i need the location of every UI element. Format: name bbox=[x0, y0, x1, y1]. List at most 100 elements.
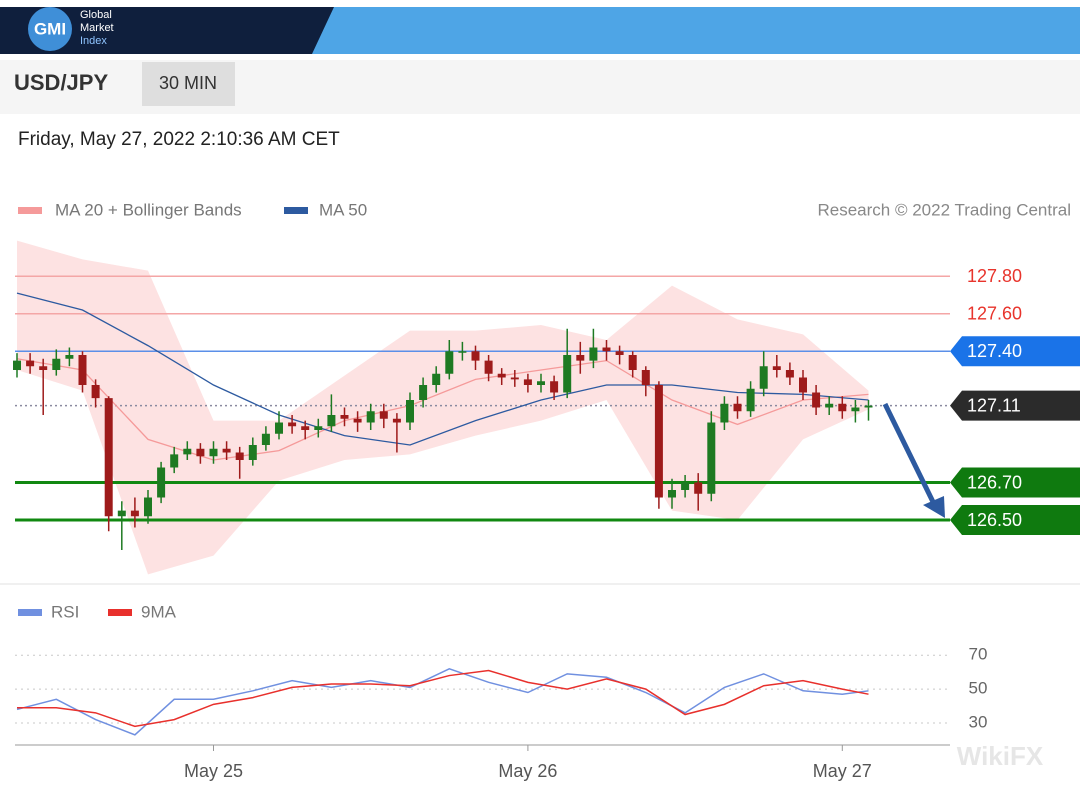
candle-body bbox=[130, 510, 139, 517]
candle-body bbox=[654, 385, 663, 498]
forecast-arrow bbox=[882, 402, 939, 510]
candle-body bbox=[628, 355, 637, 370]
candle-body bbox=[340, 415, 349, 419]
candle-body bbox=[379, 411, 388, 419]
level-label: 127.60 bbox=[967, 304, 1022, 324]
candle-body bbox=[825, 403, 834, 408]
candle-body bbox=[537, 381, 545, 385]
candle-body bbox=[550, 381, 559, 393]
candle-body bbox=[26, 360, 35, 367]
candle-body bbox=[392, 418, 401, 423]
candle-body bbox=[484, 360, 493, 374]
level-tag bbox=[950, 505, 1080, 535]
candle-body bbox=[261, 433, 270, 445]
candle-body bbox=[523, 379, 532, 385]
candle-body bbox=[799, 377, 807, 393]
legend-label: RSI bbox=[51, 602, 79, 621]
candle-body bbox=[864, 405, 873, 408]
legend-swatch bbox=[284, 207, 308, 214]
candle-body bbox=[353, 418, 362, 423]
candle-body bbox=[733, 403, 742, 412]
price-panel: 127.80 127.60 127.40 127.11 126.70 126.50 RSI 9… bbox=[13, 240, 1080, 781]
candle-body bbox=[39, 366, 48, 370]
candle-body bbox=[812, 392, 821, 408]
candle-body bbox=[681, 482, 690, 490]
brand-line: Market bbox=[80, 22, 114, 34]
interval-box[interactable] bbox=[142, 62, 235, 106]
candle-body bbox=[602, 347, 611, 352]
timestamp: Friday, May 27, 2022 2:10:36 AM CET bbox=[18, 129, 340, 150]
candle-body bbox=[366, 411, 375, 423]
candle-body bbox=[327, 415, 336, 427]
candle-body bbox=[838, 403, 847, 412]
candle-body bbox=[13, 360, 21, 370]
candle-body bbox=[772, 366, 781, 370]
candle-body bbox=[196, 448, 205, 457]
candle-body bbox=[589, 347, 598, 361]
candle-body bbox=[785, 370, 794, 378]
level-tag bbox=[950, 390, 1080, 421]
candle-body bbox=[563, 355, 572, 393]
bollinger-band bbox=[17, 240, 869, 575]
candle-body bbox=[275, 422, 283, 434]
candle-body bbox=[497, 373, 506, 378]
candle-body bbox=[746, 388, 755, 412]
candle-body bbox=[170, 454, 179, 468]
rsi-line bbox=[17, 669, 869, 728]
candle-body bbox=[183, 448, 192, 455]
watermark: WikiFX bbox=[957, 741, 1044, 771]
legend-swatch bbox=[108, 609, 132, 616]
legend-swatch bbox=[18, 207, 42, 214]
x-tick-label: May 25 bbox=[184, 761, 243, 781]
x-tick-label: May 26 bbox=[498, 761, 557, 781]
candle-body bbox=[222, 448, 231, 453]
candle-body bbox=[65, 355, 74, 359]
legend-label: MA 20 + Bollinger Bands bbox=[55, 200, 242, 219]
legend-label: MA 50 bbox=[319, 200, 367, 219]
candle-body bbox=[91, 385, 100, 399]
candle-body bbox=[759, 366, 768, 389]
candle-body bbox=[668, 490, 676, 498]
candle-body bbox=[419, 385, 428, 400]
candle-body bbox=[445, 351, 454, 374]
y-tick-label: 70 bbox=[969, 645, 988, 664]
candle-body bbox=[851, 407, 860, 412]
ma50-line bbox=[16, 292, 869, 446]
candle-body bbox=[641, 370, 650, 385]
level-label: 127.80 bbox=[967, 266, 1022, 286]
candle-body bbox=[248, 445, 257, 460]
candle-body bbox=[78, 355, 87, 385]
logo-circle bbox=[28, 7, 72, 51]
candle-body bbox=[458, 351, 467, 353]
candle-body bbox=[301, 426, 310, 430]
legend-swatch bbox=[18, 609, 42, 616]
logo-text: GMI bbox=[34, 19, 66, 38]
candle-body bbox=[694, 482, 703, 494]
candle-body bbox=[406, 400, 414, 423]
interval[interactable]: 30 MIN bbox=[159, 73, 217, 93]
rsi-line bbox=[16, 667, 869, 736]
candle-body bbox=[510, 377, 519, 380]
candle-body bbox=[471, 351, 480, 361]
level-label: 126.50 bbox=[967, 510, 1022, 530]
candle-body bbox=[117, 510, 126, 517]
level-tag bbox=[950, 467, 1080, 498]
candle-body bbox=[720, 403, 729, 423]
level-label: 126.70 bbox=[967, 472, 1022, 492]
source: Research © 2022 Trading Central bbox=[818, 200, 1072, 219]
legend-label: 9MA bbox=[141, 602, 177, 621]
candle-body bbox=[576, 355, 585, 361]
candle-body bbox=[104, 398, 113, 517]
level-tag bbox=[950, 336, 1080, 367]
candle-body bbox=[615, 351, 624, 355]
candle-body bbox=[209, 448, 218, 457]
y-tick-label: 50 bbox=[969, 679, 988, 698]
brand-line: Global bbox=[80, 9, 112, 21]
y-tick-label: 30 bbox=[969, 712, 988, 731]
symbol: USD/JPY bbox=[14, 70, 108, 95]
candle-body bbox=[144, 497, 152, 517]
candle-body bbox=[52, 358, 61, 370]
level-label: 127.11 bbox=[967, 395, 1021, 415]
forecast-arrowhead bbox=[923, 496, 945, 518]
